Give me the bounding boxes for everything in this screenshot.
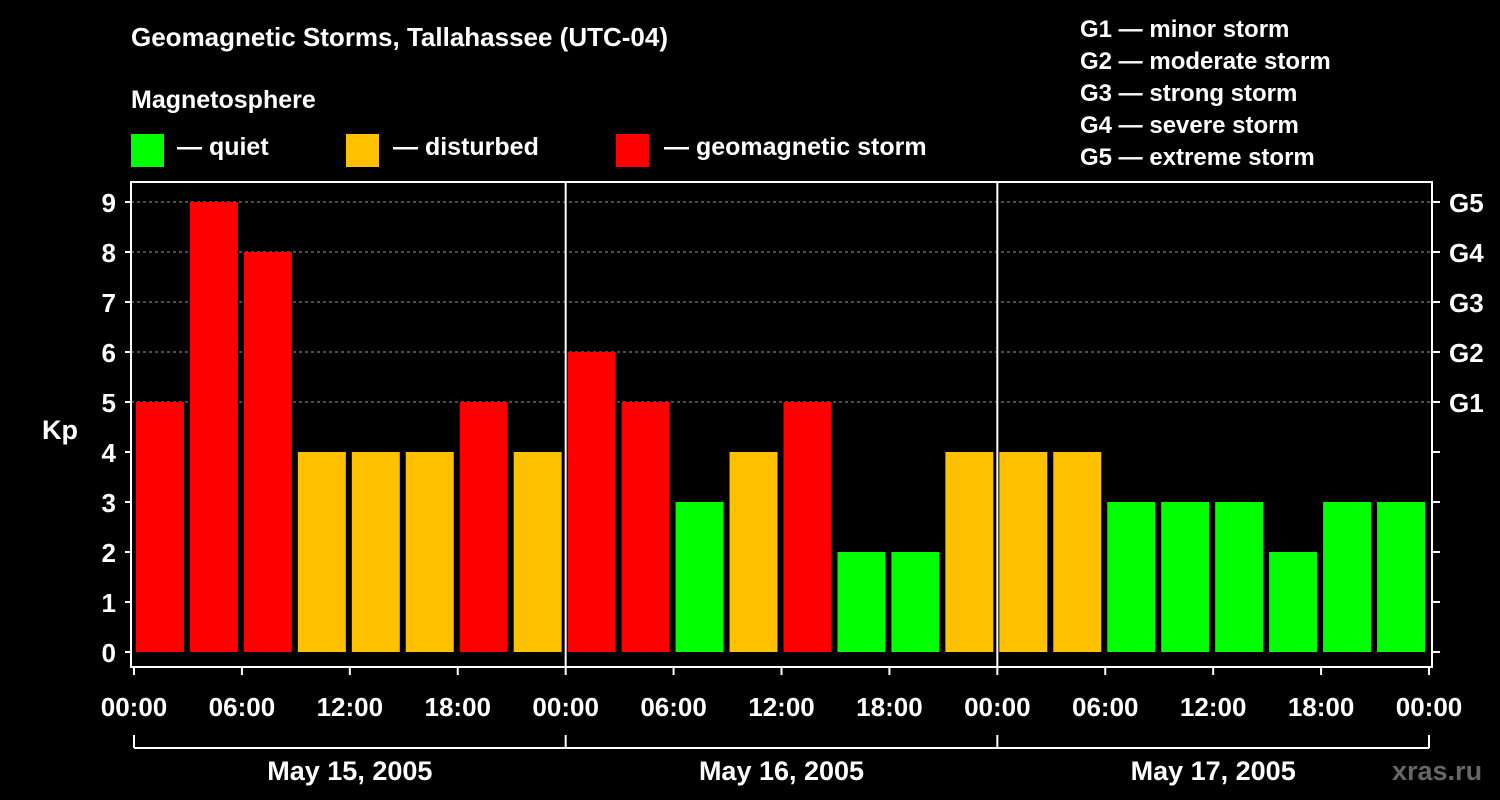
kp-bar <box>675 502 724 652</box>
y-tick-label: 4 <box>102 438 117 468</box>
x-tick-label: 06:00 <box>640 692 707 722</box>
chart-title: Geomagnetic Storms, Tallahassee (UTC-04) <box>131 22 669 52</box>
kp-bar <box>621 402 670 652</box>
kp-bar <box>999 452 1048 652</box>
kp-bar <box>297 452 346 652</box>
legend-label-quiet: — quiet <box>177 133 269 161</box>
g-level-label: G2 <box>1449 338 1484 368</box>
kp-bar <box>783 402 832 652</box>
y-axis-label: Kp <box>42 415 78 445</box>
x-tick-label: 06:00 <box>1072 692 1139 722</box>
kp-bar <box>837 552 886 652</box>
y-tick-label: 0 <box>102 638 116 668</box>
storm-scale-g3: G3 — strong storm <box>1080 80 1298 107</box>
y-tick-label: 2 <box>102 538 116 568</box>
kp-bar <box>1377 502 1425 652</box>
legend-swatch-disturbed <box>346 134 379 167</box>
storm-scale-list: G1 — minor storm G2 — moderate storm G3 … <box>1080 14 1331 174</box>
legend-label-storm: — geomagnetic storm <box>664 133 927 161</box>
y-tick-label: 6 <box>102 338 116 368</box>
date-label: May 16, 2005 <box>699 756 864 786</box>
g-level-label: G1 <box>1449 388 1484 418</box>
watermark: xras.ru <box>1392 756 1483 786</box>
kp-bar <box>405 452 454 652</box>
x-tick-label: 12:00 <box>748 692 815 722</box>
date-label: May 15, 2005 <box>267 756 432 786</box>
kp-bar <box>1053 452 1102 652</box>
storm-scale-g5: G5 — extreme storm <box>1080 144 1315 171</box>
x-tick-label: 18:00 <box>856 692 923 722</box>
x-tick-label: 18:00 <box>425 692 492 722</box>
kp-bar <box>1161 502 1210 652</box>
g-level-label: G5 <box>1449 188 1484 218</box>
storm-scale-g1: G1 — minor storm <box>1080 16 1290 43</box>
kp-bar <box>1323 502 1372 652</box>
x-tick-label: 00:00 <box>1396 692 1463 722</box>
y-tick-label: 3 <box>102 488 116 518</box>
x-tick-label: 00:00 <box>532 692 599 722</box>
kp-bar <box>567 352 616 652</box>
kp-bar <box>351 452 400 652</box>
x-tick-label: 06:00 <box>209 692 276 722</box>
kp-bar <box>1215 502 1264 652</box>
g-level-label: G4 <box>1449 238 1484 268</box>
magnetosphere-label: Magnetosphere <box>131 86 316 114</box>
x-tick-label: 18:00 <box>1288 692 1355 722</box>
storm-scale-g4: G4 — severe storm <box>1080 112 1299 139</box>
y-tick-label: 8 <box>102 238 116 268</box>
kp-bar <box>1107 502 1156 652</box>
x-tick-label: 12:00 <box>1180 692 1247 722</box>
y-tick-label: 1 <box>102 588 116 618</box>
x-tick-label: 00:00 <box>101 692 168 722</box>
kp-bar <box>189 202 238 652</box>
date-label: May 17, 2005 <box>1131 756 1296 786</box>
x-tick-label: 12:00 <box>317 692 384 722</box>
kp-bar <box>243 252 292 652</box>
legend-swatch-quiet <box>131 134 164 167</box>
kp-bar <box>891 552 940 652</box>
g-level-label: G3 <box>1449 288 1484 318</box>
storm-scale-g2: G2 — moderate storm <box>1080 48 1331 75</box>
kp-bar <box>459 402 508 652</box>
y-tick-label: 5 <box>102 388 116 418</box>
kp-bar <box>729 452 778 652</box>
x-tick-label: 00:00 <box>964 692 1031 722</box>
legend-label-disturbed: — disturbed <box>393 133 539 161</box>
legend-swatch-storm <box>616 134 649 167</box>
kp-bar <box>1269 552 1318 652</box>
kp-bar <box>513 452 562 652</box>
kp-bar <box>945 452 994 652</box>
kp-bar <box>136 402 184 652</box>
y-tick-label: 7 <box>102 288 116 318</box>
y-tick-label: 9 <box>102 188 116 218</box>
